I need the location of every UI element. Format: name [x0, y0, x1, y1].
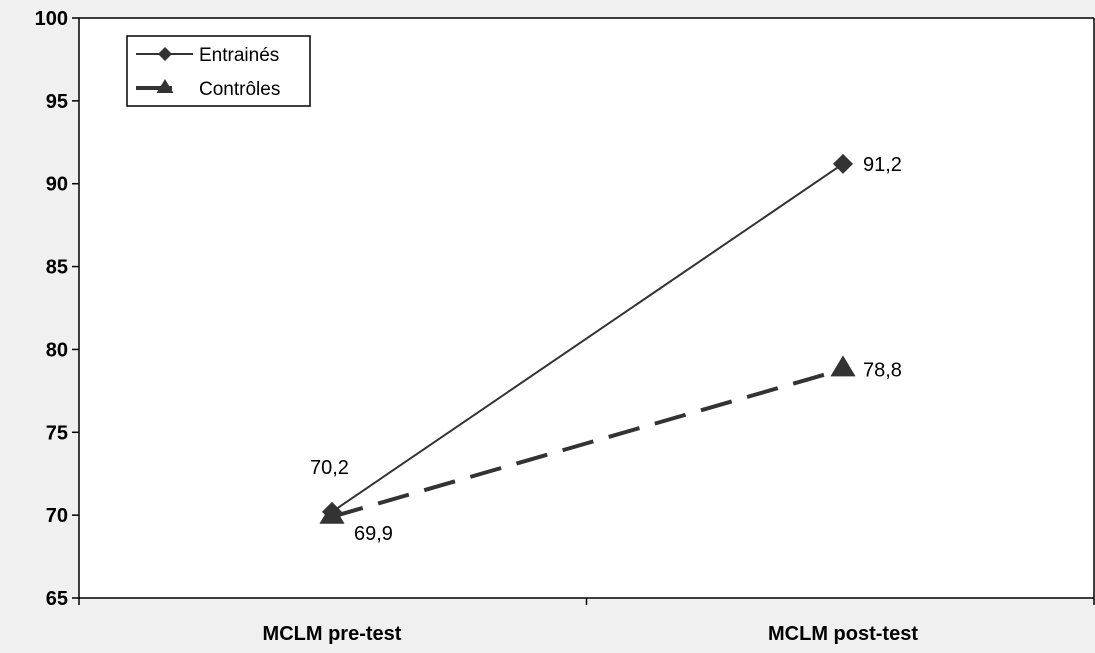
data-labels: 70,2 91,2 69,9 78,8 [310, 154, 902, 545]
x-category-label: MCLM pre-test [263, 623, 402, 645]
y-tick-label: 95 [46, 91, 68, 113]
axes: 65 70 75 80 85 90 95 100 MCLM pre-test MCLM post-… [35, 8, 1095, 645]
data-label: 91,2 [863, 154, 902, 176]
data-point-diamond [833, 153, 853, 174]
series-line-entraines [331, 163, 844, 513]
y-tick-label: 75 [46, 422, 68, 444]
y-tick-label: 90 [46, 174, 68, 196]
data-label: 69,9 [354, 523, 393, 545]
y-tick-label: 70 [46, 505, 68, 527]
data-point-triangle [319, 502, 345, 524]
legend-label: Entrainés [199, 45, 279, 66]
series-line-controles [331, 367, 844, 519]
legend-label: Contrôles [199, 79, 280, 100]
y-tick-label: 100 [35, 8, 68, 30]
plot-area [79, 18, 1094, 598]
legend-triangle-icon [156, 79, 174, 93]
legend-box [126, 35, 311, 107]
y-tick-label: 85 [46, 257, 68, 279]
x-category-label: MCLM post-test [768, 623, 918, 645]
legend: Entrainés Contrôles [126, 35, 311, 107]
data-label: 78,8 [863, 359, 902, 381]
y-tick-label: 80 [46, 339, 68, 361]
data-point-triangle [830, 355, 856, 377]
data-label: 70,2 [310, 457, 349, 479]
y-tick-label: 65 [46, 588, 68, 610]
legend-diamond-icon [158, 47, 172, 61]
series-layer [319, 153, 856, 524]
